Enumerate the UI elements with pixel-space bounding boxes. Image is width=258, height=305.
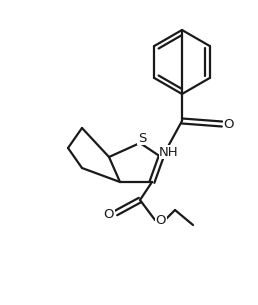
Text: O: O [104, 209, 114, 221]
Text: S: S [138, 131, 146, 145]
Text: O: O [224, 117, 234, 131]
Text: O: O [156, 214, 166, 227]
Text: NH: NH [159, 145, 179, 159]
